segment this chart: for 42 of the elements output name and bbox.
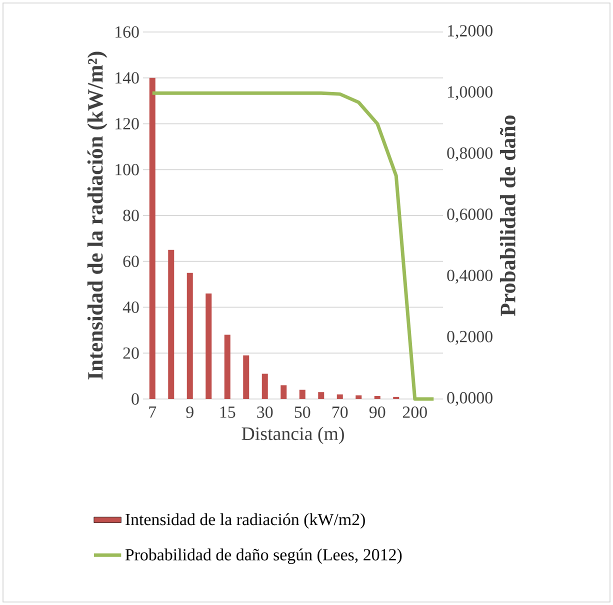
legend-label: Intensidad de la radiación (kW/m2) — [126, 513, 365, 529]
y2-tick-label: 1,0000 — [448, 86, 492, 100]
bar — [374, 396, 380, 399]
x-tick-label: 30 — [257, 406, 273, 418]
bar — [280, 385, 287, 399]
y-tick-label: 140 — [116, 72, 139, 84]
x-tick-label: 200 — [402, 406, 427, 418]
legend-label: Probabilidad de daño según (Lees, 2012) — [125, 548, 402, 564]
bar — [356, 395, 362, 399]
y2-tick-label: 0,4000 — [447, 270, 492, 284]
x-tick-label: 15 — [220, 406, 236, 418]
y2-tick-label: 0,8000 — [447, 147, 492, 162]
bar — [206, 293, 212, 399]
y-tick-label: 20 — [123, 347, 139, 359]
y-tick-label: 80 — [123, 210, 139, 222]
bar — [299, 390, 306, 399]
y-axis-title: Intensidad de la radiación (kW/m²) — [87, 52, 108, 380]
y2-tick-label: 0,6000 — [447, 208, 492, 222]
x-tick-label: 70 — [332, 406, 348, 418]
y-tick-label: 0 — [132, 393, 139, 405]
y-tick-label: 120 — [116, 118, 139, 130]
y-tick-label: 160 — [116, 26, 139, 38]
y-tick-label: 60 — [123, 256, 139, 268]
x-tick-label: 50 — [294, 406, 310, 418]
bar — [224, 334, 230, 399]
bar — [318, 392, 324, 399]
bar — [186, 272, 193, 399]
bar — [336, 394, 343, 399]
y-tick-label: 100 — [116, 164, 139, 176]
y-tick-label: 40 — [122, 302, 139, 313]
x-axis-title: Distancia (m) — [242, 426, 344, 444]
x-tick-label: 7 — [149, 406, 156, 418]
bar — [243, 355, 250, 399]
bar — [149, 78, 156, 399]
bar — [168, 250, 174, 399]
bar — [262, 374, 268, 399]
y2-tick-label: 1,2000 — [448, 25, 492, 39]
y2-tick-label: 0,0000 — [447, 392, 492, 406]
y2-tick-label: 0,2000 — [447, 330, 492, 345]
x-tick-label: 9 — [186, 406, 194, 418]
x-tick-label: 90 — [369, 406, 386, 418]
y2-axis-title: Probabilidad de daño — [500, 115, 516, 316]
